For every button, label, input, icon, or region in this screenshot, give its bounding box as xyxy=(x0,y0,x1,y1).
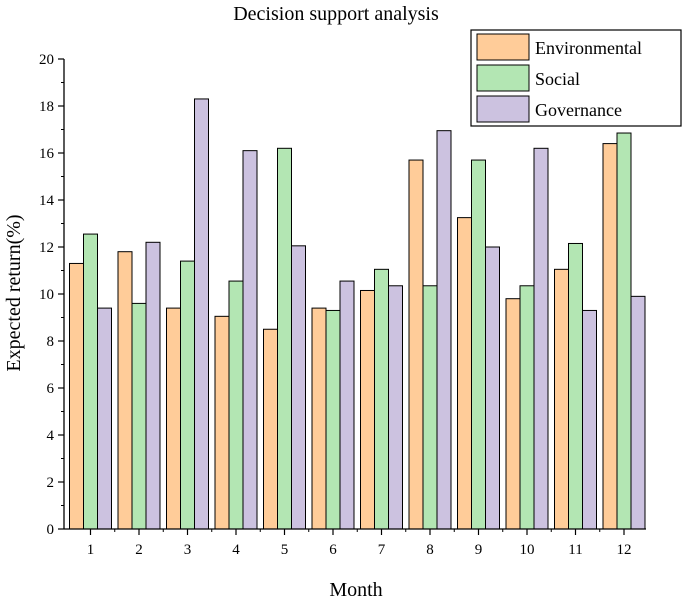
x-tick-label: 4 xyxy=(232,542,240,558)
bar-social-month-10 xyxy=(519,285,535,530)
bar-social-month-3 xyxy=(180,260,195,530)
x-tick-label: 9 xyxy=(475,542,483,558)
y-tick-label: 10 xyxy=(39,287,54,303)
x-tick-label: 11 xyxy=(568,542,582,558)
bar-governance-month-11 xyxy=(582,309,597,530)
bar-environmental-month-9 xyxy=(457,217,472,530)
bar-governance-month-12 xyxy=(630,295,646,530)
legend-label-environmental: Environmental xyxy=(535,38,642,58)
x-axis-label: Month xyxy=(329,579,382,601)
bar-governance-month-6 xyxy=(339,280,355,530)
bar-social-month-2 xyxy=(131,302,147,530)
bar-environmental-month-1 xyxy=(69,262,84,530)
bar-social-month-5 xyxy=(277,147,292,530)
bar-governance-month-5 xyxy=(291,245,306,530)
bar-environmental-month-5 xyxy=(263,328,278,530)
y-tick-label: 14 xyxy=(39,193,55,209)
y-tick-label: 20 xyxy=(39,52,54,68)
x-tick-label: 8 xyxy=(426,542,434,558)
bar-governance-month-1 xyxy=(97,307,112,530)
x-tick-label: 1 xyxy=(87,542,95,558)
y-axis-label: Expected return(%) xyxy=(3,214,25,371)
y-tick-label: 8 xyxy=(47,334,55,350)
y-tick-label: 6 xyxy=(47,381,55,397)
bar-environmental-month-7 xyxy=(360,289,375,530)
bar-social-month-1 xyxy=(83,233,98,530)
bar-social-month-7 xyxy=(374,268,389,530)
y-tick-label: 0 xyxy=(47,522,55,538)
bar-governance-month-2 xyxy=(145,241,161,530)
y-tick-label: 18 xyxy=(39,99,54,115)
legend-label-social: Social xyxy=(535,69,580,89)
bar-environmental-month-3 xyxy=(166,307,181,530)
x-tick-label: 6 xyxy=(329,542,337,558)
legend-label-governance: Governance xyxy=(535,100,622,120)
legend: Environmental Social Governance xyxy=(470,29,682,127)
x-tick-label: 5 xyxy=(281,542,289,558)
bar-environmental-month-6 xyxy=(311,307,327,530)
bar-environmental-month-12 xyxy=(602,143,618,530)
x-tick-label: 7 xyxy=(378,542,386,558)
bar-governance-month-7 xyxy=(388,285,403,530)
bar-social-month-4 xyxy=(228,280,244,530)
x-tick-label: 3 xyxy=(184,542,192,558)
bar-social-month-9 xyxy=(471,159,486,530)
y-tick-label: 16 xyxy=(39,146,55,162)
bar-environmental-month-10 xyxy=(505,298,521,530)
x-tick-label: 12 xyxy=(617,542,632,558)
bar-environmental-month-11 xyxy=(554,268,569,530)
legend-swatch-social xyxy=(476,64,530,92)
bar-social-month-6 xyxy=(325,309,341,530)
bar-environmental-month-2 xyxy=(117,251,133,530)
legend-swatch-environmental xyxy=(476,33,530,61)
bar-governance-month-10 xyxy=(533,147,549,530)
bar-environmental-month-8 xyxy=(408,159,424,530)
bar-social-month-8 xyxy=(422,285,438,530)
bar-governance-month-8 xyxy=(436,130,452,530)
bar-governance-month-3 xyxy=(194,98,209,530)
legend-swatch-governance xyxy=(476,95,530,123)
bar-social-month-11 xyxy=(568,242,583,530)
y-tick-label: 2 xyxy=(47,475,55,491)
x-tick-label: 10 xyxy=(520,542,535,558)
bar-governance-month-4 xyxy=(242,150,258,530)
y-tick-label: 4 xyxy=(47,428,55,444)
chart-title: Decision support analysis xyxy=(233,3,439,25)
y-tick-label: 12 xyxy=(39,240,54,256)
bars-group xyxy=(69,98,646,530)
x-tick-label: 2 xyxy=(135,542,143,558)
bar-social-month-12 xyxy=(616,132,632,530)
bar-governance-month-9 xyxy=(485,246,500,530)
bar-environmental-month-4 xyxy=(214,315,230,530)
